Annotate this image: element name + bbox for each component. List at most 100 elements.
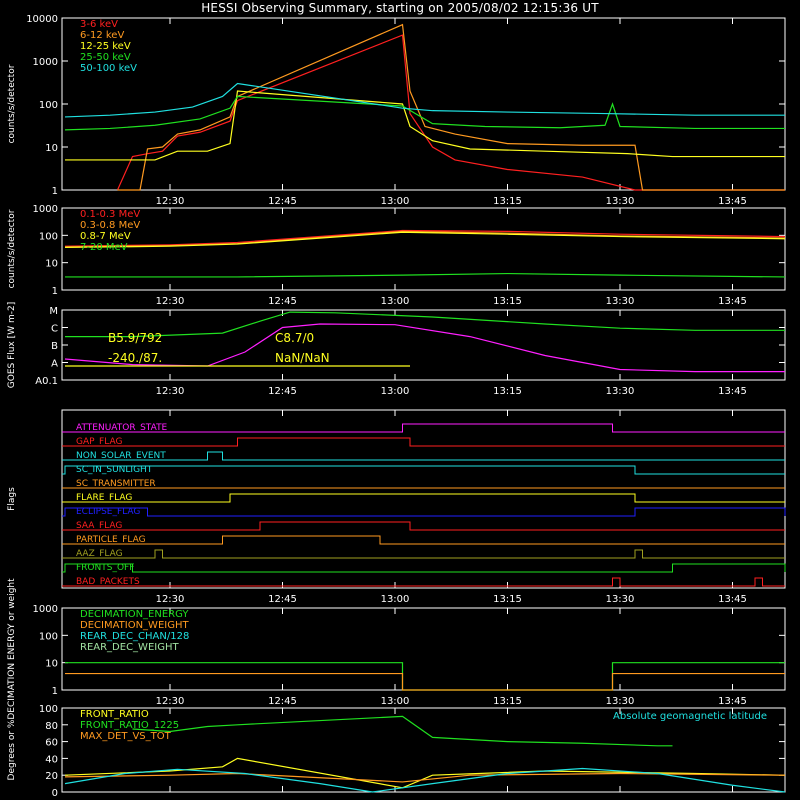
series-line: [116, 34, 785, 191]
y-tick-label: 1000: [33, 604, 58, 615]
y-tick-label: 40: [45, 754, 58, 765]
y-tick-label: A: [51, 359, 58, 370]
y-tick-label: 10: [45, 143, 58, 154]
flag-label: AAZ_FLAG: [76, 549, 123, 559]
legend-entry: DECIMATION_WEIGHT: [80, 620, 189, 631]
x-tick-label: 13:30: [606, 696, 635, 707]
series-line: [65, 272, 786, 278]
series-line: [64, 231, 786, 249]
series-line: [65, 672, 785, 691]
flag-line: [62, 423, 785, 433]
flag-label: FLARE_FLAG: [76, 493, 132, 503]
y-tick-label: 100: [39, 631, 58, 642]
x-tick-label: 12:30: [156, 296, 185, 307]
y-axis-label: Degrees or %: [7, 719, 17, 780]
y-tick-label: 10000: [26, 14, 58, 25]
x-tick-label: 13:45: [718, 296, 747, 307]
y-tick-label: A0.1: [35, 376, 58, 387]
legend-entry: REAR_DEC_WEIGHT: [80, 642, 179, 653]
x-tick-label: 13:15: [493, 386, 522, 397]
chart-title: HESSI Observing Summary, starting on 200…: [201, 1, 599, 15]
y-axis-label: GOES Flux [W m-2]: [7, 302, 17, 388]
flag-label: SC_IN_SUNLIGHT: [76, 465, 153, 475]
x-tick-label: 13:15: [493, 696, 522, 707]
flag-line: [62, 535, 785, 545]
y-tick-label: 0: [52, 788, 58, 799]
legend-entry: 25-50 keV: [80, 52, 131, 63]
y-axis-label: DECIMATION ENERGY or weight: [7, 578, 17, 720]
x-tick-label: 12:30: [156, 594, 185, 605]
goes-annotation: C8.7/0: [275, 331, 314, 345]
y-tick-label: 100: [39, 231, 58, 242]
x-tick-label: 13:00: [381, 296, 410, 307]
x-tick-label: 12:45: [268, 594, 297, 605]
flag-line: [62, 577, 785, 587]
legend-entry: DECIMATION_ENERGY: [80, 609, 189, 620]
legend-entry: 0.3-0.8 MeV: [80, 220, 140, 231]
x-tick-label: 13:45: [718, 594, 747, 605]
x-tick-label: 13:30: [606, 386, 635, 397]
legend-entry: 12-25 keV: [80, 41, 131, 52]
legend-entry: MAX_DET_VS_TOT: [80, 731, 172, 742]
flag-label: NON_SOLAR_EVENT: [76, 451, 166, 461]
legend-entry: FRONT_RATIO_1225: [80, 720, 179, 731]
x-tick-label: 13:30: [606, 296, 635, 307]
x-tick-label: 13:00: [381, 386, 410, 397]
flag-label: ECLIPSE_FLAG: [76, 507, 140, 517]
flag-label: FRONTS_OFF: [76, 563, 134, 573]
x-tick-label: 13:30: [606, 196, 635, 207]
x-tick-label: 12:45: [268, 386, 297, 397]
series-line: [65, 90, 785, 161]
flag-line: [62, 451, 785, 461]
series-line: [64, 95, 785, 131]
legend-entry: 7-20 MeV: [80, 242, 128, 253]
flag-line: [62, 563, 786, 573]
y-tick-label: M: [49, 306, 58, 317]
y-axis-label: counts/s/detector: [7, 209, 17, 288]
series-line: [117, 23, 785, 191]
y-tick-label: 100: [39, 704, 58, 715]
panel-frame: [61, 17, 786, 191]
flag-line: [62, 549, 785, 559]
goes-annotation: -240./87.: [108, 351, 162, 365]
legend-entry: 6-12 keV: [80, 30, 124, 41]
legend-entry: 0.8-7 MeV: [80, 231, 131, 242]
flag-line: [62, 521, 785, 531]
series-line: [64, 767, 786, 793]
y-tick-label: 1: [52, 686, 58, 697]
x-tick-label: 12:45: [268, 696, 297, 707]
y-tick-label: 60: [45, 738, 58, 749]
flag-label: ATTENUATOR_STATE: [76, 423, 168, 433]
y-axis-label: counts/s/detector: [7, 64, 17, 143]
x-tick-label: 12:45: [268, 196, 297, 207]
x-tick-label: 12:30: [156, 386, 185, 397]
y-tick-label: 1000: [33, 204, 58, 215]
x-tick-label: 12:30: [156, 196, 185, 207]
flag-line: [62, 465, 785, 475]
flag-line: [62, 507, 786, 517]
x-tick-label: 13:45: [718, 196, 747, 207]
x-tick-label: 13:45: [718, 696, 747, 707]
legend-entry: FRONT_RATIO: [80, 709, 149, 720]
flag-label: SC_TRANSMITTER: [76, 479, 156, 489]
x-tick-label: 13:00: [381, 594, 410, 605]
panel-frame: [61, 207, 786, 291]
legend-entry: 50-100 keV: [80, 63, 137, 74]
series-line: [64, 229, 786, 247]
flag-line: [62, 437, 785, 447]
series-line: [64, 323, 785, 373]
flag-label: BAD_PACKETS: [76, 577, 140, 587]
x-tick-label: 13:15: [493, 196, 522, 207]
x-tick-label: 13:15: [493, 594, 522, 605]
y-axis-label: Flags: [7, 487, 17, 511]
y-tick-label: 100: [39, 100, 58, 111]
series-line: [64, 82, 785, 118]
y-tick-label: 10: [45, 259, 58, 270]
flag-label: SAA_FLAG: [76, 521, 122, 531]
flag-line: [62, 493, 785, 503]
y-tick-label: 1: [52, 286, 58, 297]
y-tick-label: 1000: [33, 57, 58, 68]
legend-entry: REAR_DEC_CHAN/128: [80, 631, 189, 642]
panel-frame: [61, 309, 786, 381]
